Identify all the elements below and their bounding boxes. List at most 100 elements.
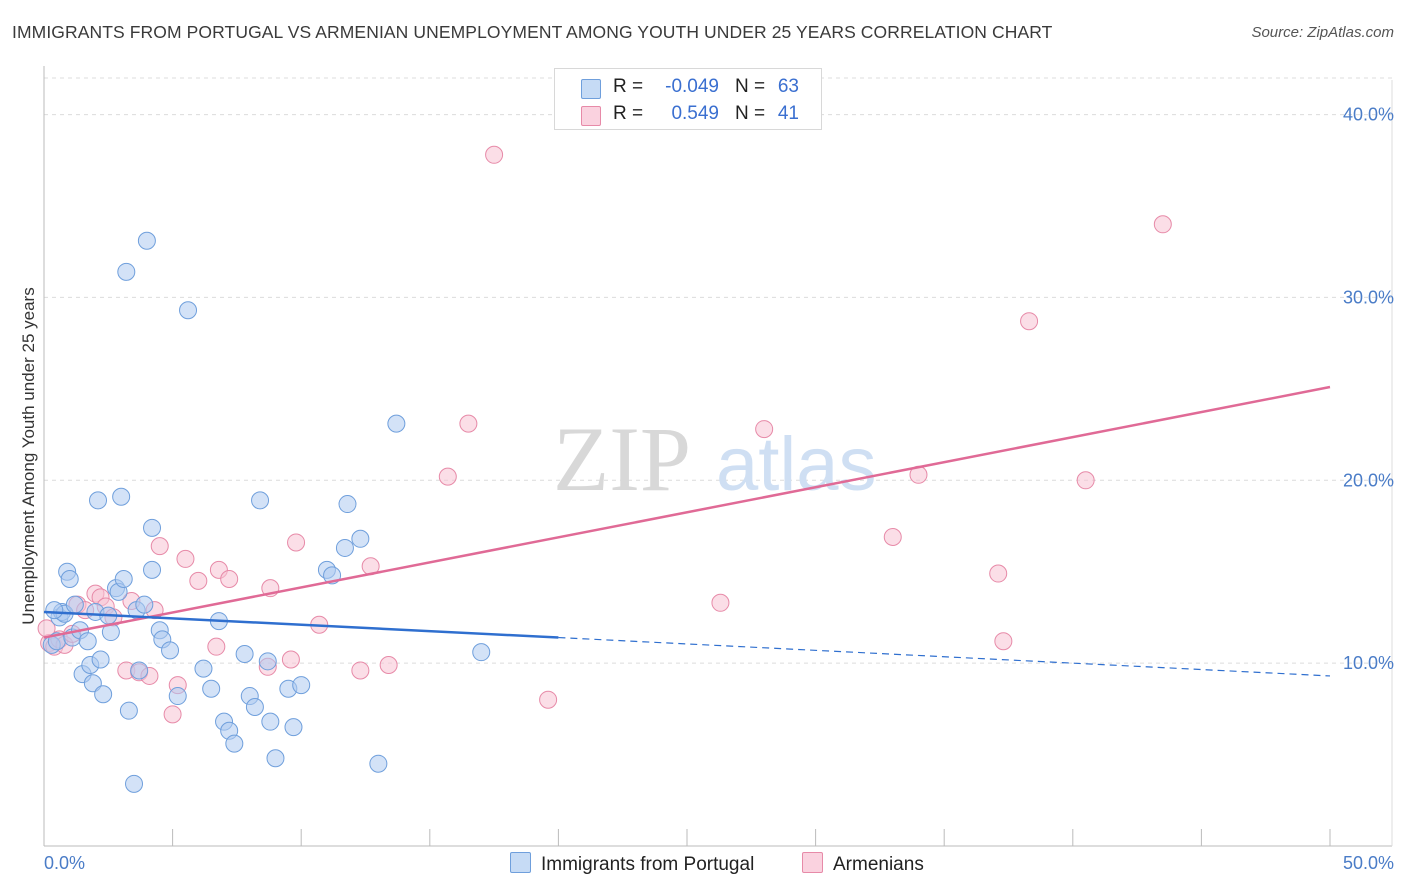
watermark: ZIP atlas — [553, 408, 877, 510]
legend-swatch-blue — [581, 79, 601, 99]
portugal-point — [65, 595, 84, 614]
portugal-point — [89, 491, 108, 510]
x-tick-label: 0.0% — [44, 853, 85, 873]
armenians-point — [994, 632, 1013, 651]
tick-labels: 10.0% 20.0% 30.0% 40.0% 0.0% 50.0% — [44, 105, 1394, 873]
portugal-point — [179, 301, 198, 320]
legend-n-label: N = — [735, 76, 766, 97]
portugal-point — [335, 538, 354, 557]
trend-lines — [43, 385, 1331, 677]
y-tick-label: 20.0% — [1343, 470, 1394, 490]
bottom-legend-label: Armenians — [833, 854, 924, 875]
portugal-point — [225, 734, 244, 753]
portugal-point — [137, 231, 156, 250]
portugal-point — [114, 570, 133, 589]
portugal-point — [78, 632, 97, 651]
y-tick-label: 30.0% — [1343, 287, 1394, 307]
portugal-trend-extension — [558, 636, 1331, 677]
portugal-point — [472, 643, 491, 662]
axes — [43, 66, 1393, 847]
armenians-point — [351, 661, 370, 680]
watermark-atlas: atlas — [716, 422, 877, 507]
armenians-point — [883, 527, 902, 546]
armenians-point — [150, 537, 169, 556]
y-tick-label: 10.0% — [1343, 653, 1394, 673]
armenians-point — [287, 533, 306, 552]
grid-lines — [44, 77, 1395, 664]
legend-row-portugal: R = -0.049 N = 63 — [555, 73, 821, 101]
armenians-point — [755, 420, 774, 439]
portugal-point — [161, 641, 180, 660]
armenians-point — [220, 570, 239, 589]
portugal-point — [60, 570, 79, 589]
armenians-trend-line — [43, 385, 1331, 639]
portugal-point — [143, 560, 162, 579]
portugal-point — [83, 674, 102, 693]
portugal-point — [91, 650, 110, 669]
portugal-point — [135, 595, 154, 614]
portugal-point — [168, 687, 187, 706]
armenians-point — [539, 690, 558, 709]
portugal-point — [143, 518, 162, 537]
armenians-point — [711, 593, 730, 612]
legend-r-value: 0.549 — [671, 103, 719, 124]
legend-r-label: R = — [613, 103, 644, 124]
armenians-point — [989, 564, 1008, 583]
portugal-point — [284, 718, 303, 737]
legend-swatch-pink — [581, 106, 601, 126]
portugal-point — [351, 529, 370, 548]
portugal-point — [245, 698, 264, 717]
armenians-point — [485, 145, 504, 164]
watermark-zip: ZIP — [553, 408, 691, 510]
portugal-point — [94, 685, 113, 704]
armenians-point — [207, 637, 226, 656]
y-axis-label: Unemployment Among Youth under 25 years — [19, 287, 38, 624]
source-label: Source: ZipAtlas.com — [1251, 24, 1394, 41]
bottom-legend-armenians: Armenians — [802, 852, 924, 876]
portugal-point — [369, 754, 388, 773]
chart-title: IMMIGRANTS FROM PORTUGAL VS ARMENIAN UNE… — [12, 22, 1053, 42]
portugal-point — [130, 661, 149, 680]
portugal-point — [251, 491, 270, 510]
portugal-point — [194, 659, 213, 678]
portugal-point — [45, 601, 64, 620]
armenians-point — [438, 467, 457, 486]
bottom-legend-label: Immigrants from Portugal — [541, 854, 755, 875]
armenians-point — [176, 549, 195, 568]
portugal-point — [117, 262, 136, 281]
legend-row-armenians: R = 0.549 N = 41 — [555, 100, 821, 128]
x-tick-label: 50.0% — [1343, 853, 1394, 873]
portugal-trend-line — [43, 610, 559, 639]
legend-r-label: R = — [613, 76, 644, 97]
armenians-point — [1153, 215, 1172, 234]
armenians-point — [1020, 312, 1039, 331]
armenians-point — [281, 650, 300, 669]
legend-n-value: 63 — [777, 76, 799, 97]
portugal-point — [119, 701, 138, 720]
armenians-point — [1076, 471, 1095, 490]
legend-r-value: -0.049 — [665, 76, 719, 97]
legend-n-value: 41 — [777, 103, 799, 124]
portugal-point — [338, 495, 357, 514]
correlation-legend: R = -0.049 N = 63 R = 0.549 N = 41 — [554, 68, 822, 130]
portugal-point — [387, 414, 406, 433]
portugal-point — [202, 679, 221, 698]
bottom-swatch-pink — [802, 852, 823, 873]
armenians-point — [379, 655, 398, 674]
portugal-point — [292, 676, 311, 695]
bottom-swatch-blue — [510, 852, 531, 873]
portugal-point — [235, 645, 254, 663]
y-tick-label: 40.0% — [1343, 105, 1394, 125]
portugal-point — [261, 712, 280, 731]
armenians-point — [459, 414, 478, 433]
armenians-point — [163, 705, 182, 724]
portugal-point — [258, 652, 277, 671]
bottom-legend-portugal: Immigrants from Portugal — [510, 852, 754, 876]
armenians-point — [189, 571, 208, 590]
portugal-point — [112, 487, 131, 506]
portugal-point — [125, 774, 144, 793]
portugal-points — [42, 231, 491, 793]
portugal-point — [266, 749, 285, 768]
legend-n-label: N = — [735, 103, 766, 124]
